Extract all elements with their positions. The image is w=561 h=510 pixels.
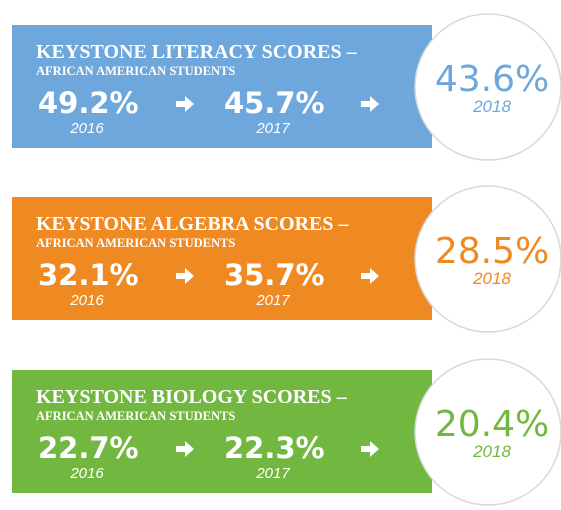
panel-subtitle: AFRICAN AMERICAN STUDENTS bbox=[36, 409, 235, 423]
panel-title: KEYSTONE LITERACY SCORES – bbox=[36, 41, 358, 63]
circle-year: 2018 bbox=[472, 269, 511, 288]
circle-year: 2018 bbox=[472, 97, 511, 116]
panel-title: KEYSTONE BIOLOGY SCORES – bbox=[36, 386, 348, 408]
score-panel: KEYSTONE ALGEBRA SCORES –AFRICAN AMERICA… bbox=[12, 185, 561, 333]
score-panel: KEYSTONE BIOLOGY SCORES –AFRICAN AMERICA… bbox=[12, 358, 561, 506]
score-value: 32.1% bbox=[38, 258, 139, 292]
circle-year: 2018 bbox=[472, 442, 511, 461]
score-year: 2016 bbox=[69, 465, 104, 482]
arrow bbox=[176, 96, 194, 112]
score-value: 22.7% bbox=[38, 431, 139, 465]
year-circle bbox=[414, 13, 561, 161]
score-year: 2016 bbox=[69, 292, 104, 309]
score-value: 49.2% bbox=[38, 86, 139, 120]
panel-band bbox=[12, 370, 432, 493]
panel-title: KEYSTONE ALGEBRA SCORES – bbox=[36, 213, 350, 235]
arrow bbox=[361, 268, 379, 284]
score-value: 35.7% bbox=[224, 258, 325, 292]
score-value: 22.3% bbox=[224, 431, 325, 465]
arrow bbox=[176, 441, 194, 457]
panel-subtitle: AFRICAN AMERICAN STUDENTS bbox=[36, 236, 235, 250]
score-panel: KEYSTONE LITERACY SCORES –AFRICAN AMERIC… bbox=[12, 13, 561, 161]
score-value: 45.7% bbox=[224, 86, 325, 120]
arrow bbox=[361, 96, 379, 112]
circle-value: 28.5% bbox=[435, 231, 549, 272]
circle-value: 43.6% bbox=[435, 59, 549, 100]
panel-band bbox=[12, 25, 432, 148]
arrow bbox=[176, 268, 194, 284]
panel-band bbox=[12, 197, 432, 320]
score-year: 2017 bbox=[255, 292, 290, 309]
score-year: 2017 bbox=[255, 465, 290, 482]
panel-subtitle: AFRICAN AMERICAN STUDENTS bbox=[36, 64, 235, 78]
circle-value: 20.4% bbox=[435, 404, 549, 445]
arrow bbox=[361, 441, 379, 457]
year-circle bbox=[414, 185, 561, 333]
score-year: 2016 bbox=[69, 120, 104, 137]
score-year: 2017 bbox=[255, 120, 290, 137]
year-circle bbox=[414, 358, 561, 506]
